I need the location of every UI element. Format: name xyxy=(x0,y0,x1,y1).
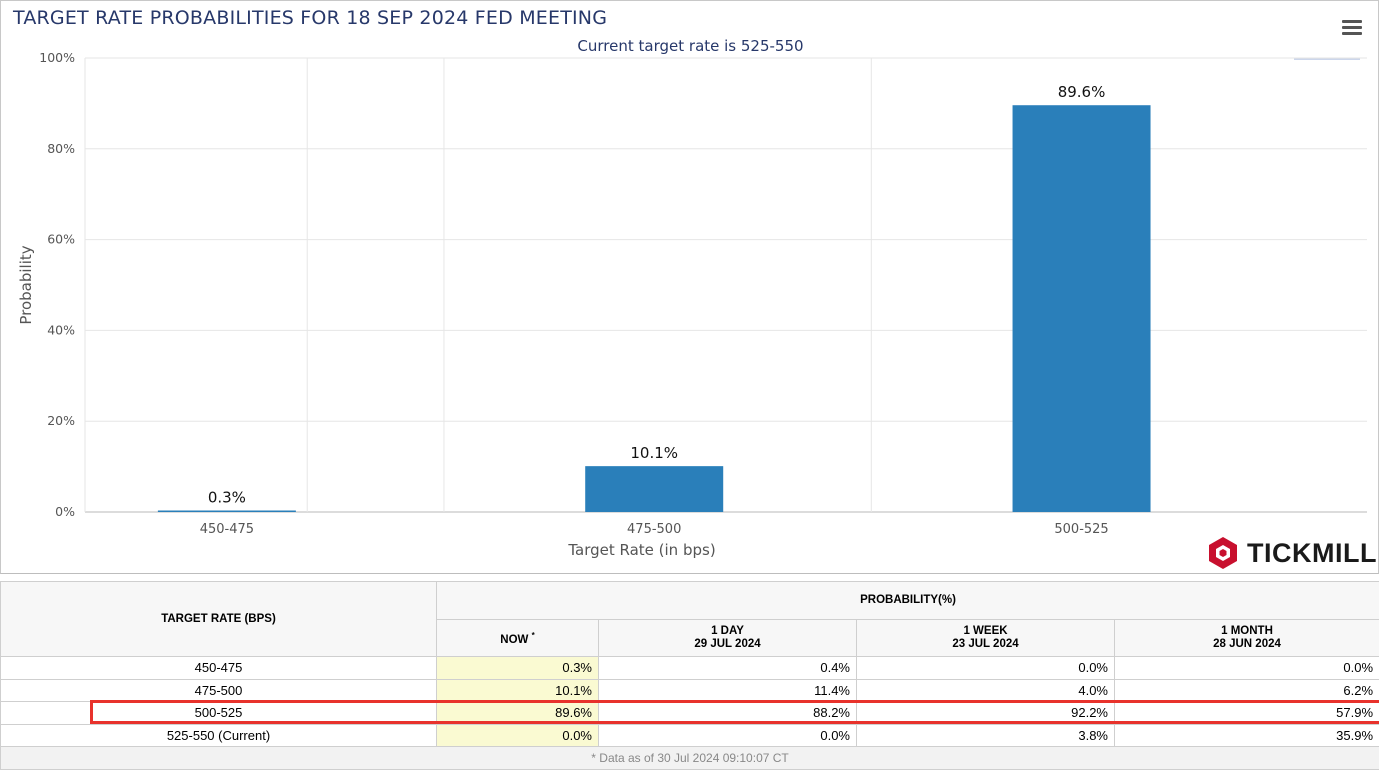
legend-line xyxy=(1294,58,1360,60)
value-cell: 3.8% xyxy=(856,723,1115,747)
rate-cell: 475-500 xyxy=(0,678,437,702)
value-cell: 92.2% xyxy=(856,701,1115,725)
y-tick-label: 0% xyxy=(55,504,75,519)
col-header-now: NOW * xyxy=(436,618,599,657)
y-tick-label: 40% xyxy=(47,322,75,337)
value-cell-now: 10.1% xyxy=(436,678,599,702)
value-cell-now: 0.0% xyxy=(436,723,599,747)
value-cell: 0.0% xyxy=(598,723,857,747)
value-cell: 57.9% xyxy=(1113,701,1379,725)
col-date: 29 JUL 2024 xyxy=(694,637,761,650)
x-axis-label: Target Rate (in bps) xyxy=(567,541,715,559)
probability-table: TARGET RATE (BPS) PROBABILITY(%) NOW * 1… xyxy=(0,581,1379,770)
footnote: * Data as of 30 Jul 2024 09:10:07 CT xyxy=(0,746,1379,770)
table-row: 450-475 0.3% 0.4% 0.0% 0.0% xyxy=(0,656,1379,680)
col-date: 28 JUN 2024 xyxy=(1213,637,1281,650)
col-header-1-month: 1 MONTH 28 JUN 2024 xyxy=(1113,618,1379,657)
data-label: 89.6% xyxy=(1058,83,1106,101)
col-header-1-day: 1 DAY 29 JUL 2024 xyxy=(598,618,857,657)
col-sup: * xyxy=(531,630,535,640)
value-cell: 4.0% xyxy=(856,678,1115,702)
y-tick-label: 100% xyxy=(39,50,75,65)
hamburger-menu-icon[interactable] xyxy=(1339,15,1365,41)
bar xyxy=(1012,105,1151,512)
col-label: NOW xyxy=(500,633,529,646)
table-row: 500-525 89.6% 88.2% 92.2% 57.9% xyxy=(0,701,1379,725)
value-cell: 35.9% xyxy=(1113,723,1379,747)
probability-table-wrap: TARGET RATE (BPS) PROBABILITY(%) NOW * 1… xyxy=(0,581,1379,770)
bar-chart: 0% 20% 40% 60% 80% 100% 0.3% 450-475 10.1% 475-50… xyxy=(17,50,1367,559)
chart-title: TARGET RATE PROBABILITIES FOR 18 SEP 202… xyxy=(13,7,608,29)
x-tick-label: 500-525 xyxy=(1054,522,1108,537)
rate-cell: 450-475 xyxy=(0,656,437,680)
table-row: 525-550 (Current) 0.0% 0.0% 3.8% 35.9% xyxy=(0,723,1379,747)
value-cell: 0.0% xyxy=(1113,656,1379,680)
rate-cell: 525-550 (Current) xyxy=(0,723,437,747)
bar xyxy=(585,466,724,512)
data-label: 0.3% xyxy=(208,489,246,507)
header-probability: PROBABILITY(%) xyxy=(435,581,1379,620)
table-row: 475-500 10.1% 11.4% 4.0% 6.2% xyxy=(0,678,1379,702)
rate-cell: 500-525 xyxy=(0,701,437,725)
col-label: 1 WEEK xyxy=(963,624,1008,637)
col-label: 1 DAY xyxy=(711,624,744,637)
brand-logo: TICKMILL xyxy=(1207,534,1377,572)
value-cell-now: 0.3% xyxy=(436,656,599,680)
y-axis-label: Probability xyxy=(17,245,35,324)
value-cell: 0.0% xyxy=(856,656,1115,680)
value-cell: 0.4% xyxy=(598,656,857,680)
value-cell: 6.2% xyxy=(1113,678,1379,702)
value-cell: 11.4% xyxy=(598,678,857,702)
y-tick-label: 20% xyxy=(47,413,75,428)
x-tick-label: 450-475 xyxy=(200,522,254,537)
col-date: 23 JUL 2024 xyxy=(952,637,1019,650)
bar xyxy=(157,510,296,512)
chart-panel: TARGET RATE PROBABILITIES FOR 18 SEP 202… xyxy=(0,0,1379,574)
chart-subtitle: Current target rate is 525-550 xyxy=(577,37,804,55)
value-cell-now: 89.6% xyxy=(436,701,599,725)
col-header-1-week: 1 WEEK 23 JUL 2024 xyxy=(856,618,1115,657)
x-tick-label: 475-500 xyxy=(627,522,681,537)
brand-name: TICKMILL xyxy=(1247,537,1377,568)
header-target-rate: TARGET RATE (BPS) xyxy=(0,581,437,657)
y-tick-label: 80% xyxy=(47,141,75,156)
y-tick-label: 60% xyxy=(47,232,75,247)
data-label: 10.1% xyxy=(630,444,678,462)
value-cell: 88.2% xyxy=(598,701,857,725)
footnote-row: * Data as of 30 Jul 2024 09:10:07 CT xyxy=(0,746,1379,770)
tickmill-logo-icon xyxy=(1209,537,1237,569)
col-label: 1 MONTH xyxy=(1221,624,1273,637)
